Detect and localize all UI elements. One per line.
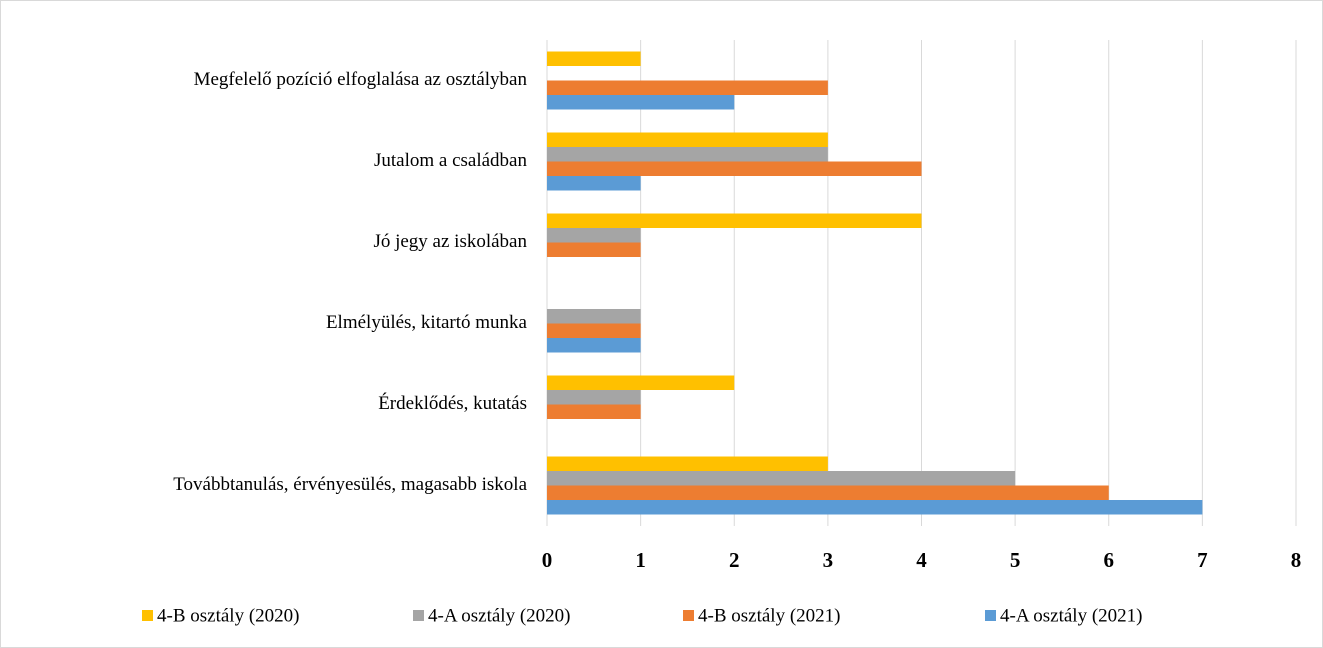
bar	[547, 375, 735, 390]
x-tick-label: 5	[1010, 548, 1021, 572]
bar	[547, 161, 922, 176]
bar	[547, 80, 828, 95]
x-tick-label: 6	[1104, 548, 1115, 572]
bar	[547, 338, 641, 353]
bar	[547, 471, 1016, 486]
bar	[547, 390, 641, 405]
x-tick-label: 0	[542, 548, 553, 572]
bar	[547, 51, 641, 66]
legend-swatch	[413, 610, 424, 621]
x-tick-label: 7	[1197, 548, 1208, 572]
y-tick-label: Továbbtanulás, érvényesülés, magasabb is…	[173, 474, 527, 495]
legend-label: 4-B osztály (2020)	[157, 605, 299, 626]
y-tick-label: Érdeklődés, kutatás	[378, 392, 527, 414]
bar	[547, 228, 641, 243]
x-tick-label: 1	[635, 548, 646, 572]
x-tick-label: 8	[1291, 548, 1302, 572]
bar	[547, 95, 735, 110]
bar	[547, 500, 1203, 515]
bar	[547, 147, 828, 162]
legend-label: 4-A osztály (2021)	[1000, 605, 1142, 626]
bar	[547, 485, 1109, 500]
x-tick-label: 4	[916, 548, 927, 572]
bar	[547, 176, 641, 191]
legend-label: 4-A osztály (2020)	[428, 605, 570, 626]
y-tick-label: Jó jegy az iskolában	[373, 231, 527, 252]
bar	[547, 456, 828, 471]
legend-swatch	[683, 610, 694, 621]
y-tick-label: Megfelelő pozíció elfoglalása az osztály…	[194, 69, 528, 90]
bar	[547, 309, 641, 324]
x-tick-label: 3	[823, 548, 834, 572]
bar	[547, 213, 922, 228]
bar	[547, 323, 641, 338]
legend-label: 4-B osztály (2021)	[698, 605, 840, 626]
legend-swatch	[985, 610, 996, 621]
bar	[547, 132, 828, 147]
x-tick-label: 2	[729, 548, 740, 572]
bar	[547, 242, 641, 257]
y-tick-label: Elmélyülés, kitartó munka	[326, 312, 528, 333]
legend-swatch	[142, 610, 153, 621]
bar	[547, 404, 641, 419]
y-tick-label: Jutalom a családban	[374, 150, 528, 171]
